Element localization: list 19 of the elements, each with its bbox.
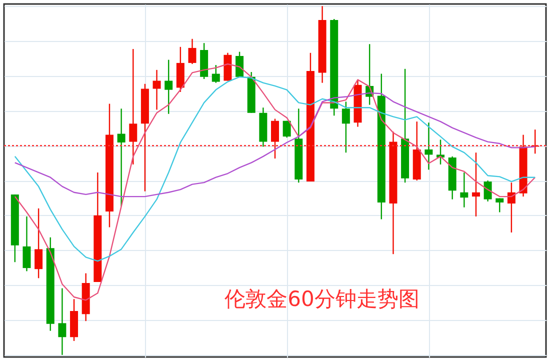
candlestick (129, 48, 138, 166)
candlestick (58, 288, 66, 356)
candlestick (282, 120, 291, 138)
candlestick (424, 122, 433, 170)
candlestick (271, 118, 279, 160)
candlestick (212, 64, 220, 84)
candlestick (188, 38, 196, 65)
candlestick (496, 198, 504, 213)
candlestick (472, 152, 480, 218)
text: 伦敦金60分钟走势图 (224, 287, 420, 311)
candlestick (34, 208, 43, 279)
candlestick (117, 108, 126, 207)
candlestick (22, 216, 31, 272)
candlestick (342, 101, 350, 154)
candlestick (436, 139, 445, 166)
candlestick (460, 172, 468, 208)
candlestick (164, 59, 173, 114)
candlestick (152, 69, 161, 110)
candlestick (484, 180, 492, 202)
